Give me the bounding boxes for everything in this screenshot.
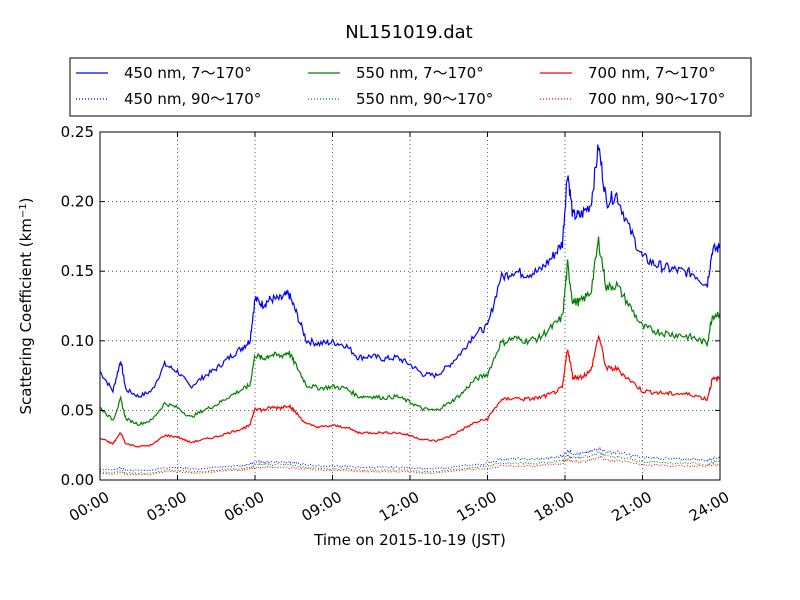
y-axis-label-end: ) [17,197,35,203]
y-tick-label: 0.10 [61,332,94,350]
legend-label: 450 nm, 7～170° [124,64,252,82]
legend-label: 700 nm, 7～170° [588,64,716,82]
legend-label: 700 nm, 90～170° [588,90,725,108]
y-tick-label: 0.00 [61,471,94,489]
y-tick-label: 0.20 [61,193,94,211]
x-axis-label: Time on 2015-10-19 (JST) [313,531,506,549]
x-tick-label: 18:00 [531,488,577,525]
x-tick-label: 12:00 [376,488,422,525]
y-axis-label: Scattering Coefficient (km−1) [17,197,35,414]
x-tick-label: 21:00 [608,488,654,525]
y-axis-label-sup: −1 [18,203,29,218]
x-ticks: 00:00 03:00 06:00 09:00 12:00 15:00 18:00 21:00… [66,132,732,525]
series-line [99,144,720,398]
legend-box [69,57,752,117]
x-tick-label: 15:00 [453,488,499,525]
x-tick-label: 06:00 [221,488,267,525]
x-tick-label: 09:00 [298,488,344,525]
series-lines [99,144,721,476]
legend-label: 550 nm, 7～170° [356,64,484,82]
x-tick-label: 24:00 [686,488,732,525]
y-tick-label: 0.15 [61,262,94,280]
grid [100,132,720,480]
y-axis-label-main: Scattering Coefficient (km [17,218,35,414]
y-tick-label: 0.25 [61,123,94,141]
y-ticks: 0.00 0.05 0.10 0.15 0.20 0.25 [61,123,720,489]
x-tick-label: 03:00 [143,488,189,525]
x-tick-label: 00:00 [66,488,112,525]
series-line [99,334,721,448]
series-line [99,447,721,472]
series-line [99,236,721,427]
legend: 450 nm, 7～170° 550 nm, 7～170° 700 nm, 7～17… [69,57,752,117]
series-line [99,450,720,475]
legend-label: 550 nm, 90～170° [356,90,493,108]
chart-title: NL151019.dat [345,22,472,43]
legend-label: 450 nm, 90～170° [124,90,261,108]
y-tick-label: 0.05 [61,401,94,419]
